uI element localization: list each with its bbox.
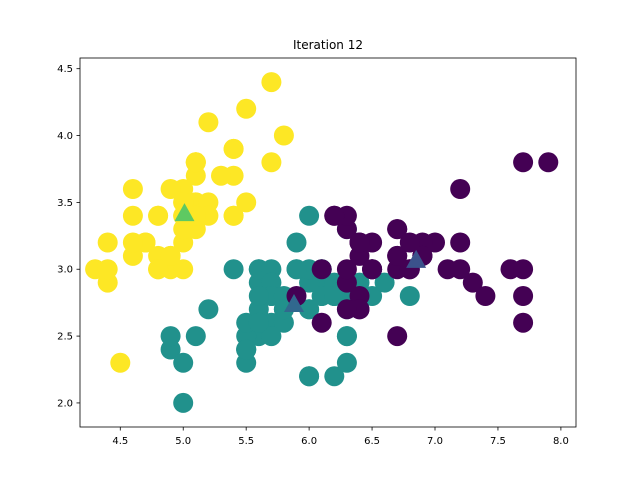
centroid-marker <box>174 203 195 222</box>
cluster-1-point <box>299 205 320 226</box>
cluster-2-point <box>475 286 496 306</box>
centroid-marker <box>406 249 427 268</box>
cluster-0-point <box>97 259 118 280</box>
cluster-2-point <box>336 259 357 280</box>
cluster-1-point <box>236 339 257 360</box>
cluster-0-point <box>148 205 169 226</box>
plot-area-frame <box>79 57 577 428</box>
cluster-0-point <box>261 152 282 173</box>
cluster-0-point <box>211 165 231 186</box>
cluster-2-point <box>450 259 471 280</box>
cluster-2-point <box>311 312 332 333</box>
cluster-2-point <box>513 152 534 173</box>
x-tick-label: 4.5 <box>112 436 128 447</box>
centroid-marker <box>284 294 305 312</box>
cluster-0-point <box>122 205 143 226</box>
cluster-2-point <box>513 286 534 306</box>
cluster-0-point <box>122 232 143 253</box>
cluster-1-point <box>374 272 395 293</box>
cluster-2-point <box>336 299 357 320</box>
cluster-0-point <box>273 125 294 146</box>
cluster-0-point <box>261 72 282 93</box>
y-tick-label: 3.5 <box>57 198 73 209</box>
cluster-0-point <box>110 352 131 373</box>
cluster-1-point <box>324 366 345 387</box>
cluster-0-point <box>122 179 143 199</box>
cluster-2-point <box>538 152 559 173</box>
cluster-2-point <box>387 219 408 240</box>
cluster-2-point <box>513 312 534 333</box>
cluster-2-point <box>462 272 483 293</box>
cluster-1-point <box>336 326 357 347</box>
cluster-1-point <box>173 392 194 413</box>
y-tick-label: 3.0 <box>57 265 73 276</box>
cluster-0-point <box>160 179 181 199</box>
cluster-1-point <box>299 366 320 387</box>
cluster-0-point <box>223 138 244 159</box>
cluster-0-point <box>173 259 194 280</box>
x-tick-label: 6.0 <box>301 436 317 447</box>
cluster-1-point <box>261 326 282 347</box>
y-tick-label: 2.5 <box>57 332 73 343</box>
cluster-1-point <box>173 352 194 373</box>
cluster-2-point <box>450 179 471 199</box>
cluster-2-point <box>311 259 332 280</box>
cluster-1-point <box>185 326 206 347</box>
cluster-1-point <box>223 259 244 280</box>
cluster-1-point <box>324 286 345 306</box>
cluster-2-point <box>399 232 420 253</box>
cluster-1-point <box>248 312 269 333</box>
cluster-0-point <box>236 98 257 119</box>
cluster-1-point <box>160 326 181 347</box>
cluster-2-point <box>362 259 383 280</box>
cluster-1-point <box>198 299 219 320</box>
cluster-0-point <box>223 205 244 226</box>
cluster-2-point <box>387 245 408 266</box>
cluster-2-point <box>450 232 471 253</box>
chart-title: Iteration 12 <box>293 38 363 52</box>
x-tick-label: 8.0 <box>553 436 569 447</box>
cluster-1-point <box>399 286 420 306</box>
y-tick-label: 4.5 <box>57 64 73 75</box>
cluster-0-point <box>185 152 206 173</box>
cluster-2-point <box>324 205 345 226</box>
y-tick-label: 4.0 <box>57 131 73 142</box>
cluster-0-point <box>236 192 257 213</box>
x-tick-label: 7.0 <box>427 436 443 447</box>
cluster-2-point <box>349 232 370 253</box>
x-tick-label: 7.5 <box>490 436 506 447</box>
x-tick-label: 6.5 <box>364 436 380 447</box>
cluster-0-point <box>198 112 219 133</box>
cluster-0-point <box>148 259 169 280</box>
x-tick-label: 5.0 <box>175 436 191 447</box>
y-tick-label: 2.0 <box>57 398 73 409</box>
cluster-1-point <box>286 232 307 253</box>
cluster-1-point <box>286 259 307 280</box>
cluster-2-point <box>387 326 408 347</box>
y-axis: 2.0 2.5 3.0 3.5 4.0 4.5 <box>57 64 80 409</box>
cluster-0-point <box>173 192 194 213</box>
cluster-1-point <box>299 299 320 320</box>
centroid-layer <box>174 203 427 312</box>
cluster-0-point <box>97 232 118 253</box>
cluster-2-point <box>513 259 534 280</box>
cluster-1-point <box>248 286 269 306</box>
cluster-1-point <box>336 352 357 373</box>
cluster-0-point <box>173 219 194 240</box>
x-axis: 4.5 5.0 5.5 6.0 6.5 7.0 7.5 8.0 <box>112 427 569 447</box>
x-tick-label: 5.5 <box>238 436 254 447</box>
cluster-0-point <box>160 245 181 266</box>
